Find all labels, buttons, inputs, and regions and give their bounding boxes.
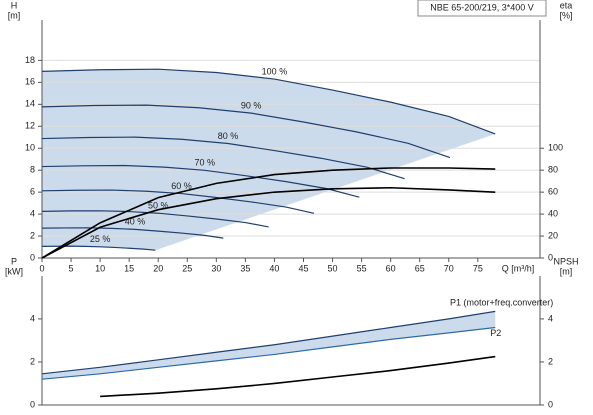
x-tick-label: 65 bbox=[415, 263, 425, 273]
y-tick-label: 12 bbox=[25, 121, 35, 131]
y2-axis-unit: [%] bbox=[559, 10, 572, 20]
series-line bbox=[41, 136, 405, 180]
series-line bbox=[41, 189, 315, 214]
title-box bbox=[417, 0, 547, 17]
y-tick-label: 0 bbox=[30, 252, 35, 262]
series-label: 80 % bbox=[218, 131, 239, 141]
y2-tick-label: 80 bbox=[548, 165, 558, 175]
y2-axis-title: NPSH bbox=[553, 256, 578, 266]
y-tick-label: 16 bbox=[25, 77, 35, 87]
x-tick-label: 0 bbox=[39, 263, 44, 273]
y2-tick-label: 0 bbox=[548, 399, 553, 409]
x-tick-label: 60 bbox=[386, 263, 396, 273]
series-line bbox=[41, 186, 496, 259]
series-label: P1 (motor+freq.converter) bbox=[450, 298, 553, 308]
y-axis-title: P bbox=[11, 256, 17, 266]
series-line bbox=[41, 227, 224, 239]
series-line bbox=[41, 326, 496, 380]
series-line bbox=[41, 164, 360, 198]
y2-tick-label: 100 bbox=[548, 143, 563, 153]
operating-range bbox=[42, 69, 496, 251]
y-tick-label: 18 bbox=[25, 55, 35, 65]
x-tick-label: 5 bbox=[69, 263, 74, 273]
y2-tick-label: 0 bbox=[548, 252, 553, 262]
series-label: P2 bbox=[490, 328, 501, 338]
y2-tick-label: 4 bbox=[548, 313, 553, 323]
y2-axis-title: eta bbox=[560, 0, 573, 10]
series-line bbox=[41, 167, 496, 259]
x-tick-label: 40 bbox=[269, 263, 279, 273]
x-tick-label: 20 bbox=[153, 263, 163, 273]
x-tick-label: 75 bbox=[473, 263, 483, 273]
x-tick-label: 15 bbox=[124, 263, 134, 273]
y-tick-label: 10 bbox=[25, 143, 35, 153]
y-tick-label: 4 bbox=[30, 313, 35, 323]
y2-tick-label: 2 bbox=[548, 356, 553, 366]
y-axis-unit: [kW] bbox=[5, 266, 23, 276]
y-tick-label: 2 bbox=[30, 230, 35, 240]
y-tick-label: 6 bbox=[30, 187, 35, 197]
y2-tick-label: 40 bbox=[548, 208, 558, 218]
y2-tick-label: 60 bbox=[548, 187, 558, 197]
x-tick-label: 35 bbox=[240, 263, 250, 273]
x-tick-label: 50 bbox=[328, 263, 338, 273]
chart-title: NBE 65-200/219, 3*400 V bbox=[430, 2, 534, 12]
y2-tick-label: 20 bbox=[548, 230, 558, 240]
x-tick-label: 45 bbox=[298, 263, 308, 273]
x-tick-label: 10 bbox=[95, 263, 105, 273]
series-label: 60 % bbox=[171, 181, 192, 191]
y2-axis-unit: [m] bbox=[560, 266, 573, 276]
y-tick-label: 4 bbox=[30, 208, 35, 218]
y-tick-label: 0 bbox=[30, 399, 35, 409]
y-tick-label: 14 bbox=[25, 99, 35, 109]
series-line bbox=[41, 310, 496, 375]
series-line bbox=[41, 104, 451, 159]
x-axis-title: Q [m³/h] bbox=[502, 263, 535, 273]
y-tick-label: 8 bbox=[30, 165, 35, 175]
series-label: 90 % bbox=[241, 100, 262, 110]
y-axis-title: H bbox=[11, 0, 18, 10]
series-label: 70 % bbox=[194, 158, 215, 168]
x-tick-label: 25 bbox=[182, 263, 192, 273]
x-tick-label: 55 bbox=[357, 263, 367, 273]
series-label: 100 % bbox=[262, 66, 288, 76]
x-tick-label: 30 bbox=[211, 263, 221, 273]
x-tick-label: 70 bbox=[444, 263, 454, 273]
series-line bbox=[41, 210, 269, 228]
series-line bbox=[41, 68, 496, 135]
series-label: 25 % bbox=[90, 234, 111, 244]
operating-range bbox=[42, 311, 496, 380]
series-label: 40 % bbox=[125, 217, 146, 227]
y-axis-unit: [m] bbox=[8, 10, 21, 20]
y-tick-label: 2 bbox=[30, 356, 35, 366]
series-label: 50 % bbox=[148, 201, 169, 211]
series-line bbox=[100, 355, 496, 398]
